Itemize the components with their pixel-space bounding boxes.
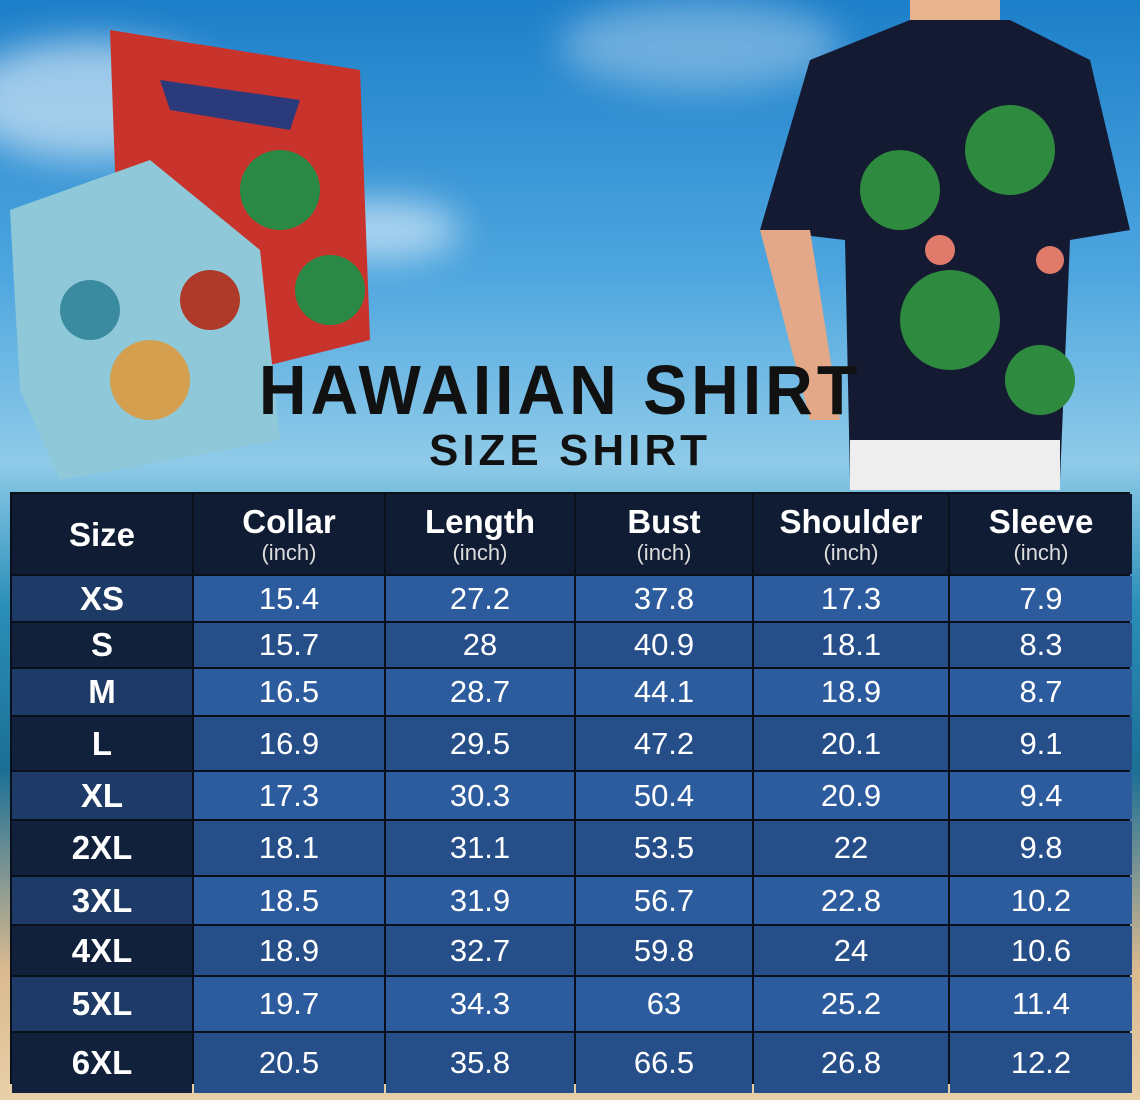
folded-shirts-image: [10, 30, 370, 480]
measurement-cell: 22.8: [754, 877, 948, 924]
column-header: Size: [12, 494, 192, 574]
column-header-unit: (inch): [1013, 539, 1069, 565]
measurement-cell: 35.8: [386, 1033, 574, 1093]
column-header-label: Shoulder: [779, 502, 923, 540]
size-label-cell: L: [12, 717, 192, 770]
measurement-cell: 9.4: [950, 772, 1132, 819]
measurement-cell: 28: [386, 623, 574, 667]
size-table: Size Collar (inch) Length (inch) Bust (inch) Sh…: [10, 492, 1132, 1093]
column-header-label: Size: [68, 515, 136, 553]
measurement-cell: 37.8: [576, 576, 752, 621]
column-header: Shoulder (inch): [754, 494, 948, 574]
measurement-cell: 63: [576, 977, 752, 1031]
measurement-cell: 18.1: [194, 821, 384, 875]
measurement-cell: 17.3: [754, 576, 948, 621]
measurement-cell: 26.8: [754, 1033, 948, 1093]
size-label-cell: 3XL: [12, 877, 192, 924]
page-subtitle: SIZE SHIRT: [428, 426, 712, 475]
column-header-unit: (inch): [636, 539, 692, 565]
measurement-cell: 15.7: [194, 623, 384, 667]
measurement-cell: 22: [754, 821, 948, 875]
measurement-cell: 59.8: [576, 926, 752, 975]
measurement-cell: 24: [754, 926, 948, 975]
measurement-cell: 29.5: [386, 717, 574, 770]
column-header-unit: (inch): [452, 539, 508, 565]
size-label-cell: M: [12, 669, 192, 715]
measurement-cell: 12.2: [950, 1033, 1132, 1093]
measurement-cell: 17.3: [194, 772, 384, 819]
page-title: HAWAIIAN SHIRT: [258, 351, 862, 429]
measurement-cell: 19.7: [194, 977, 384, 1031]
column-header: Collar (inch): [194, 494, 384, 574]
measurement-cell: 47.2: [576, 717, 752, 770]
measurement-cell: 40.9: [576, 623, 752, 667]
column-header-label: Length: [425, 502, 535, 540]
measurement-cell: 20.9: [754, 772, 948, 819]
measurement-cell: 18.1: [754, 623, 948, 667]
measurement-cell: 28.7: [386, 669, 574, 715]
measurement-cell: 8.7: [950, 669, 1132, 715]
size-label-cell: 5XL: [12, 977, 192, 1031]
size-label-cell: S: [12, 623, 192, 667]
measurement-cell: 11.4: [950, 977, 1132, 1031]
measurement-cell: 53.5: [576, 821, 752, 875]
measurement-cell: 27.2: [386, 576, 574, 621]
measurement-cell: 25.2: [754, 977, 948, 1031]
measurement-cell: 18.9: [194, 926, 384, 975]
measurement-cell: 31.9: [386, 877, 574, 924]
measurement-cell: 30.3: [386, 772, 574, 819]
measurement-cell: 8.3: [950, 623, 1132, 667]
measurement-cell: 31.1: [386, 821, 574, 875]
size-label-cell: XS: [12, 576, 192, 621]
measurement-cell: 32.7: [386, 926, 574, 975]
measurement-cell: 10.2: [950, 877, 1132, 924]
size-label-cell: 4XL: [12, 926, 192, 975]
measurement-cell: 20.1: [754, 717, 948, 770]
column-header-label: Sleeve: [988, 502, 1094, 540]
measurement-cell: 15.4: [194, 576, 384, 621]
measurement-cell: 18.5: [194, 877, 384, 924]
measurement-cell: 56.7: [576, 877, 752, 924]
measurement-cell: 10.6: [950, 926, 1132, 975]
column-header-unit: (inch): [261, 539, 317, 565]
column-header: Length (inch): [386, 494, 574, 574]
measurement-cell: 18.9: [754, 669, 948, 715]
measurement-cell: 34.3: [386, 977, 574, 1031]
measurement-cell: 20.5: [194, 1033, 384, 1093]
size-label-cell: 6XL: [12, 1033, 192, 1093]
column-header-label: Bust: [627, 502, 701, 540]
cloud: [560, 0, 840, 90]
size-label-cell: XL: [12, 772, 192, 819]
measurement-cell: 16.9: [194, 717, 384, 770]
measurement-cell: 16.5: [194, 669, 384, 715]
measurement-cell: 7.9: [950, 576, 1132, 621]
column-header: Sleeve (inch): [950, 494, 1132, 574]
measurement-cell: 44.1: [576, 669, 752, 715]
column-header-label: Collar: [242, 502, 336, 540]
measurement-cell: 66.5: [576, 1033, 752, 1093]
measurement-cell: 9.8: [950, 821, 1132, 875]
measurement-cell: 50.4: [576, 772, 752, 819]
model-shirt-image: [760, 0, 1130, 490]
column-header-unit: (inch): [823, 539, 879, 565]
size-label-cell: 2XL: [12, 821, 192, 875]
measurement-cell: 9.1: [950, 717, 1132, 770]
column-header: Bust (inch): [576, 494, 752, 574]
